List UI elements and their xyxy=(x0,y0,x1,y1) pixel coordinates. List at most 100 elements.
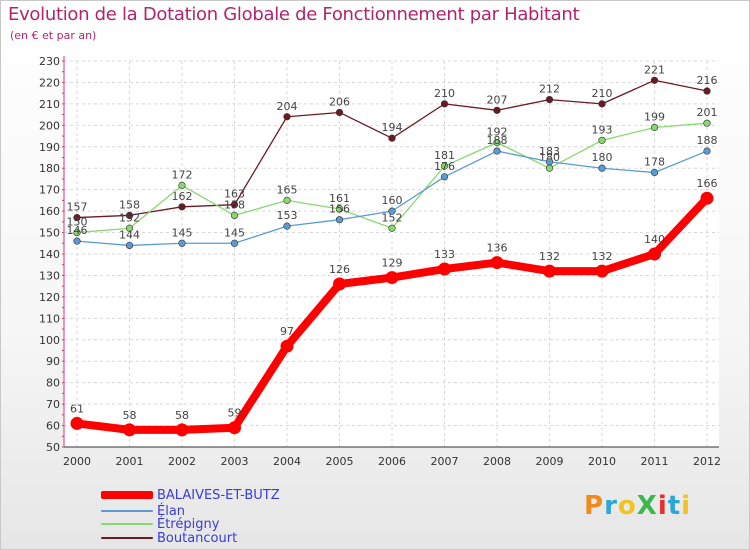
legend-swatch-etrepigny xyxy=(101,523,153,525)
data-point-boutancourt-2007 xyxy=(440,100,449,108)
x-tick-label-2007: 2007 xyxy=(431,455,459,468)
legend-label-elan: Élan xyxy=(157,503,186,519)
data-point--lan-2007 xyxy=(440,173,449,181)
data-point--lan-2000 xyxy=(73,237,81,245)
data-label-boutancourt-2006: 194 xyxy=(382,121,403,134)
data-point--lan-2003 xyxy=(230,239,239,247)
y-tick-label-210: 210 xyxy=(39,98,60,111)
data-point-balaives-et-butz-2012 xyxy=(700,191,714,205)
chart-title: Evolution de la Dotation Globale de Fonc… xyxy=(8,4,580,25)
x-tick-label-2012: 2012 xyxy=(693,455,721,468)
data-point-boutancourt-2008 xyxy=(493,106,501,114)
data-point--tr-pigny-2003 xyxy=(230,211,239,219)
data-point--lan-2008 xyxy=(493,147,501,155)
data-label--lan-2006: 160 xyxy=(382,194,403,207)
data-label-balaives-et-butz-2006: 129 xyxy=(382,257,403,270)
data-point-balaives-et-butz-2006 xyxy=(385,271,399,285)
data-point-boutancourt-2011 xyxy=(650,76,659,84)
data-label--tr-pigny-2008: 192 xyxy=(487,125,508,138)
data-point-boutancourt-2009 xyxy=(545,95,554,104)
y-tick-label-160: 160 xyxy=(39,205,60,218)
data-label--lan-2008: 188 xyxy=(487,134,508,147)
data-label--tr-pigny-2004: 165 xyxy=(277,183,298,196)
data-point--tr-pigny-2009 xyxy=(545,164,554,172)
data-label--tr-pigny-2003: 158 xyxy=(224,198,245,211)
data-label--lan-2011: 178 xyxy=(644,156,665,169)
legend-item-boutancourt: Boutancourt xyxy=(101,531,237,546)
y-tick-label-150: 150 xyxy=(39,227,60,240)
logo-letter: i xyxy=(657,491,668,521)
data-label-balaives-et-butz-2009: 132 xyxy=(539,250,560,263)
data-label--tr-pigny-2000: 150 xyxy=(67,216,88,229)
y-tick-label-170: 170 xyxy=(39,184,60,197)
data-point-boutancourt-2000 xyxy=(73,213,81,222)
x-tick-label-2006: 2006 xyxy=(378,455,406,468)
legend-item-elan: Élan xyxy=(101,503,186,519)
y-tick-label-90: 90 xyxy=(46,355,60,368)
data-label--tr-pigny-2010: 193 xyxy=(592,123,613,136)
data-point--tr-pigny-2005 xyxy=(335,205,344,213)
data-label-balaives-et-butz-2008: 136 xyxy=(487,242,508,255)
data-label--lan-2005: 156 xyxy=(329,203,350,216)
data-label-boutancourt-2011: 221 xyxy=(644,63,665,76)
data-point--lan-2002 xyxy=(178,239,186,247)
data-point-boutancourt-2002 xyxy=(178,203,186,211)
logo-letter: i xyxy=(681,491,692,521)
data-point--tr-pigny-2000 xyxy=(73,228,81,237)
data-label--lan-2004: 153 xyxy=(277,209,298,222)
y-tick-label-100: 100 xyxy=(39,334,60,347)
data-point-boutancourt-2006 xyxy=(388,134,396,142)
y-tick-label-140: 140 xyxy=(39,248,60,261)
data-label-balaives-et-butz-2010: 132 xyxy=(592,250,613,263)
data-label-balaives-et-butz-2000: 61 xyxy=(70,402,84,415)
logo-letter: t xyxy=(667,491,682,521)
x-tick-label-2000: 2000 xyxy=(63,455,91,468)
data-point-boutancourt-2004 xyxy=(283,113,291,121)
data-point--tr-pigny-2008 xyxy=(493,138,501,147)
data-point--tr-pigny-2006 xyxy=(388,224,396,232)
data-point--tr-pigny-2001 xyxy=(125,224,134,232)
data-point-balaives-et-butz-2002 xyxy=(175,423,189,437)
data-label-balaives-et-butz-2012: 166 xyxy=(697,177,718,190)
data-label--tr-pigny-2012: 201 xyxy=(697,106,718,119)
data-label--tr-pigny-2001: 152 xyxy=(119,211,140,224)
legend-swatch-elan xyxy=(101,510,153,512)
data-label-boutancourt-2003: 163 xyxy=(224,188,245,201)
logo-letter: P xyxy=(584,491,605,521)
data-label--tr-pigny-2007: 181 xyxy=(434,149,455,162)
x-tick-label-2008: 2008 xyxy=(483,455,511,468)
data-point-balaives-et-butz-2000 xyxy=(70,416,84,430)
data-label-boutancourt-2004: 204 xyxy=(277,100,298,113)
y-tick-label-60: 60 xyxy=(46,420,60,433)
x-tick-label-2005: 2005 xyxy=(326,455,354,468)
data-point--lan-2010 xyxy=(598,164,606,172)
data-point-balaives-et-butz-2003 xyxy=(228,421,241,435)
data-label--lan-2000: 146 xyxy=(67,224,88,237)
x-tick-label-2010: 2010 xyxy=(588,455,616,468)
y-tick-label-80: 80 xyxy=(46,377,60,390)
data-label--tr-pigny-2005: 161 xyxy=(329,192,350,205)
legend-item-etrepigny: Étrépigny xyxy=(101,517,219,532)
data-point--tr-pigny-2002 xyxy=(178,181,186,189)
data-point-balaives-et-butz-2007 xyxy=(438,262,451,276)
x-tick-label-2011: 2011 xyxy=(641,455,669,468)
data-label-balaives-et-butz-2004: 97 xyxy=(280,325,294,338)
data-label-balaives-et-butz-2011: 140 xyxy=(644,233,665,246)
data-point-boutancourt-2010 xyxy=(598,100,606,108)
data-point--lan-2009 xyxy=(545,158,554,166)
data-label-boutancourt-2010: 210 xyxy=(592,87,613,100)
data-point--lan-2011 xyxy=(650,168,659,177)
data-label-balaives-et-butz-2002: 58 xyxy=(175,409,189,422)
chart-subtitle: (en € et par an) xyxy=(10,29,97,42)
data-label-boutancourt-2008: 207 xyxy=(487,93,508,106)
data-point--tr-pigny-2010 xyxy=(598,136,606,144)
data-label-balaives-et-butz-2001: 58 xyxy=(123,409,137,422)
data-point-balaives-et-butz-2010 xyxy=(595,264,609,278)
data-label-boutancourt-2012: 216 xyxy=(697,74,718,87)
data-point--lan-2005 xyxy=(335,216,344,224)
data-label--tr-pigny-2006: 152 xyxy=(382,211,403,224)
x-tick-label-2004: 2004 xyxy=(273,455,301,468)
legend-item-balaives: BALAIVES-ET-BUTZ xyxy=(101,488,280,503)
data-label-boutancourt-2000: 157 xyxy=(67,201,88,214)
x-tick-label-2003: 2003 xyxy=(221,455,249,468)
